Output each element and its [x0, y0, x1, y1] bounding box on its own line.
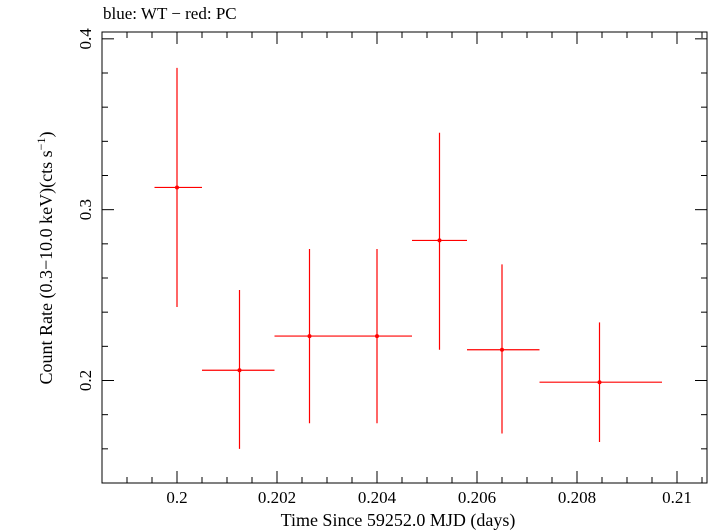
data-marker — [375, 334, 379, 339]
x-tick-label: 0.202 — [258, 488, 296, 507]
data-point — [154, 67, 202, 308]
data-marker — [175, 185, 179, 190]
y-axis-label-main: Count Rate (0.3−10.0 keV)(cts s — [36, 150, 57, 384]
x-tick-label: 0.208 — [558, 488, 596, 507]
y-axis-ticks — [102, 38, 707, 450]
x-tick-label: 0.206 — [458, 488, 496, 507]
x-axis-tick-labels: 0.2 0.202 0.204 0.206 0.208 0.21 — [166, 488, 692, 507]
data-marker — [597, 380, 602, 385]
data-point — [344, 248, 412, 424]
y-axis-label-superscript: −1 — [34, 138, 48, 151]
y-tick-label: 0.4 — [76, 28, 95, 50]
x-axis-label: Time Since 59252.0 MJD (days) — [281, 510, 516, 531]
chart-title: blue: WT − red: PC — [103, 4, 237, 23]
data-point — [467, 264, 540, 434]
y-tick-label: 0.3 — [76, 199, 95, 220]
x-tick-label: 0.21 — [662, 488, 692, 507]
plot-frame — [101, 31, 708, 484]
data-marker — [500, 347, 504, 352]
data-point — [202, 289, 275, 449]
data-point — [412, 132, 467, 350]
data-point — [274, 248, 345, 424]
data-point — [539, 322, 662, 442]
x-tick-label: 0.204 — [358, 488, 397, 507]
data-marker — [237, 368, 242, 373]
y-axis-label: Count Rate (0.3−10.0 keV)(cts s−1) — [34, 132, 57, 385]
y-axis-label-end: ) — [36, 132, 57, 138]
x-axis-ticks — [101, 32, 703, 483]
data-marker — [437, 238, 442, 243]
y-tick-label: 0.2 — [76, 370, 95, 391]
data-series-pc — [154, 67, 662, 449]
x-tick-label: 0.2 — [166, 488, 187, 507]
y-axis-tick-labels: 0.2 0.3 0.4 — [76, 28, 95, 391]
data-marker — [307, 334, 312, 339]
